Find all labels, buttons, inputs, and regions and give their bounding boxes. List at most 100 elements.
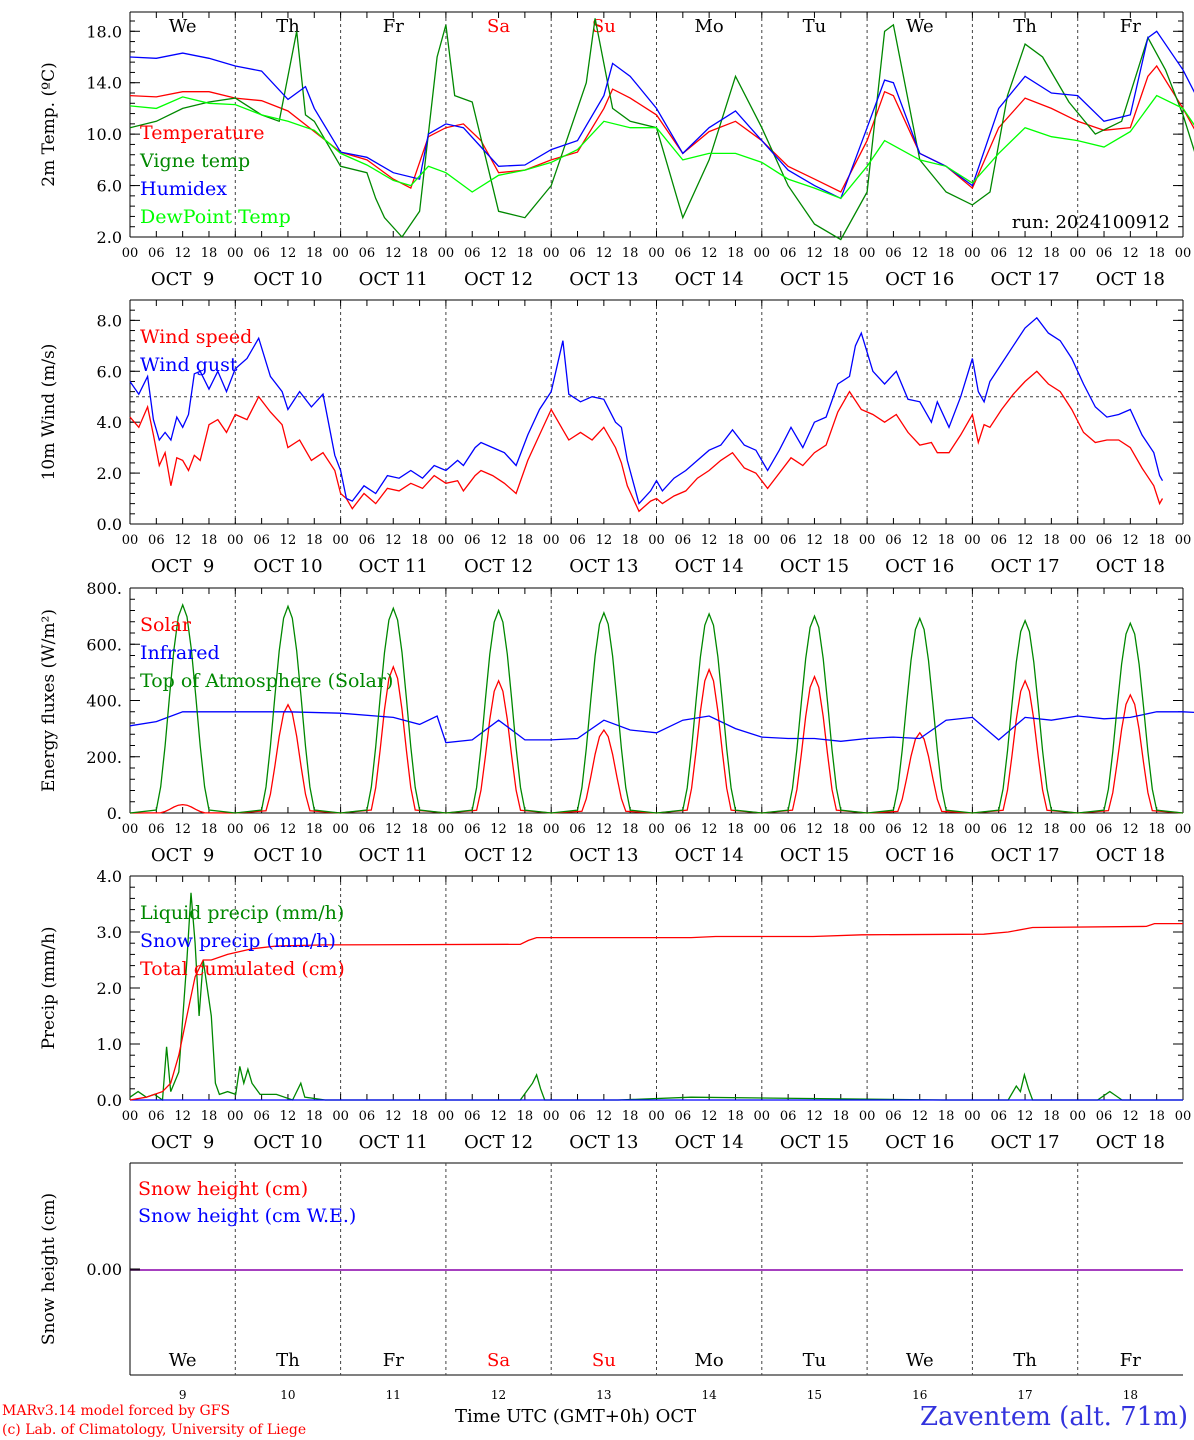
hour-tick-label: 06 xyxy=(990,533,1007,548)
hour-tick-label: 12 xyxy=(1017,1109,1034,1124)
y-tick-label: 1.0 xyxy=(97,1035,122,1054)
hour-tick-label: 12 xyxy=(280,1109,297,1124)
hour-tick-label: 18 xyxy=(201,533,218,548)
hour-tick-label: 00 xyxy=(859,246,876,261)
weekday-label: Tu xyxy=(803,1350,827,1371)
date-label: OCT 11 xyxy=(359,556,428,577)
hour-tick-label: 06 xyxy=(148,822,165,837)
hour-tick-label: 18 xyxy=(411,533,428,548)
hour-tick-label: 00 xyxy=(648,1109,665,1124)
y-tick-label: 200. xyxy=(86,748,122,767)
hour-tick-label: 00 xyxy=(1175,246,1192,261)
date-label: OCT 13 xyxy=(569,845,638,866)
day-number-label: 10 xyxy=(280,1388,295,1402)
hour-tick-label: 06 xyxy=(1096,533,1113,548)
legend-entry: Solar xyxy=(140,614,192,636)
hour-tick-label: 00 xyxy=(1175,822,1192,837)
weekday-label: We xyxy=(906,1350,934,1371)
y-tick-label: 2.0 xyxy=(97,979,122,998)
date-label: OCT 9 xyxy=(151,845,214,866)
hour-tick-label: 12 xyxy=(911,533,928,548)
hour-tick-label: 00 xyxy=(438,246,455,261)
hour-tick-label: 06 xyxy=(675,822,692,837)
legend-entry: Top of Atmosphere (Solar) xyxy=(140,670,393,692)
date-label: OCT 11 xyxy=(359,1132,428,1153)
hour-tick-label: 06 xyxy=(780,822,797,837)
hour-tick-label: 12 xyxy=(280,822,297,837)
hour-tick-label: 12 xyxy=(1017,246,1034,261)
hour-tick-label: 18 xyxy=(727,822,744,837)
date-label: OCT 14 xyxy=(675,1132,744,1153)
date-label: OCT 16 xyxy=(885,556,954,577)
hour-tick-label: 00 xyxy=(964,822,981,837)
time-axis-title: Time UTC (GMT+0h) xyxy=(455,1406,650,1427)
date-label: OCT 13 xyxy=(569,556,638,577)
hour-tick-label: 00 xyxy=(332,822,349,837)
series-line xyxy=(129,370,1164,513)
y-tick-label: 0. xyxy=(107,804,122,823)
hour-tick-label: 06 xyxy=(253,822,270,837)
hour-tick-label: 06 xyxy=(148,1109,165,1124)
y-tick-label: 2.0 xyxy=(97,464,122,483)
hour-tick-label: 18 xyxy=(517,1109,534,1124)
weekday-label: Fr xyxy=(1120,1350,1141,1371)
hour-tick-label: 18 xyxy=(938,246,955,261)
hour-tick-label: 06 xyxy=(148,246,165,261)
hour-tick-label: 00 xyxy=(859,822,876,837)
hour-tick-label: 06 xyxy=(675,246,692,261)
hour-tick-label: 06 xyxy=(253,246,270,261)
y-tick-label: 400. xyxy=(86,692,122,711)
weekday-label: Sa xyxy=(487,1350,510,1371)
weekday-label: Mo xyxy=(695,1350,724,1371)
hour-tick-label: 00 xyxy=(964,1109,981,1124)
hour-tick-label: 12 xyxy=(701,1109,718,1124)
series-line xyxy=(129,94,1194,200)
hour-tick-label: 18 xyxy=(622,533,639,548)
hour-tick-label: 06 xyxy=(569,533,586,548)
hour-tick-label: 00 xyxy=(227,533,244,548)
hour-tick-label: 12 xyxy=(174,533,191,548)
weekday-label: Th xyxy=(276,16,300,37)
day-number-label: 18 xyxy=(1123,1388,1138,1402)
date-label: OCT 9 xyxy=(151,1132,214,1153)
hour-tick-label: 12 xyxy=(701,533,718,548)
hour-tick-label: 18 xyxy=(1043,533,1060,548)
hour-tick-label: 18 xyxy=(517,246,534,261)
hour-tick-label: 06 xyxy=(885,246,902,261)
hour-tick-label: 00 xyxy=(859,533,876,548)
hour-tick-label: 12 xyxy=(1122,1109,1139,1124)
hour-tick-label: 12 xyxy=(385,246,402,261)
hour-tick-label: 18 xyxy=(622,822,639,837)
hour-tick-label: 06 xyxy=(990,1109,1007,1124)
hour-tick-label: 18 xyxy=(1148,533,1165,548)
hour-tick-label: 00 xyxy=(1069,533,1086,548)
y-tick-label: 18.0 xyxy=(86,22,122,41)
weekday-label: Mo xyxy=(695,16,724,37)
date-label: OCT 13 xyxy=(569,269,638,290)
hour-tick-label: 12 xyxy=(490,246,507,261)
hour-tick-label: 00 xyxy=(1175,1109,1192,1124)
legend-entry: Snow height (cm W.E.) xyxy=(138,1205,356,1227)
weekday-label: Tu xyxy=(803,16,827,37)
y-tick-label: 14.0 xyxy=(86,74,122,93)
date-label: OCT 11 xyxy=(359,269,428,290)
date-label: OCT 14 xyxy=(675,556,744,577)
hour-tick-label: 12 xyxy=(385,1109,402,1124)
y-tick-label: 2.0 xyxy=(97,228,122,247)
y-tick-label: 8.0 xyxy=(97,311,122,330)
date-label: OCT 18 xyxy=(1096,1132,1165,1153)
hour-tick-label: 06 xyxy=(675,533,692,548)
station-label: Zaventem (alt. 71m) xyxy=(920,1402,1188,1432)
hour-tick-label: 12 xyxy=(174,246,191,261)
y-axis-label: Energy fluxes (W/m²) xyxy=(39,609,59,792)
hour-tick-label: 12 xyxy=(174,822,191,837)
hour-tick-label: 18 xyxy=(1148,246,1165,261)
hour-tick-label: 06 xyxy=(569,1109,586,1124)
y-axis-label: Snow height (cm) xyxy=(39,1193,59,1345)
hour-tick-label: 00 xyxy=(754,246,771,261)
legend-entry: Humidex xyxy=(140,178,227,200)
hour-tick-label: 18 xyxy=(833,246,850,261)
date-label: OCT 10 xyxy=(253,1132,322,1153)
date-label: OCT 10 xyxy=(253,845,322,866)
